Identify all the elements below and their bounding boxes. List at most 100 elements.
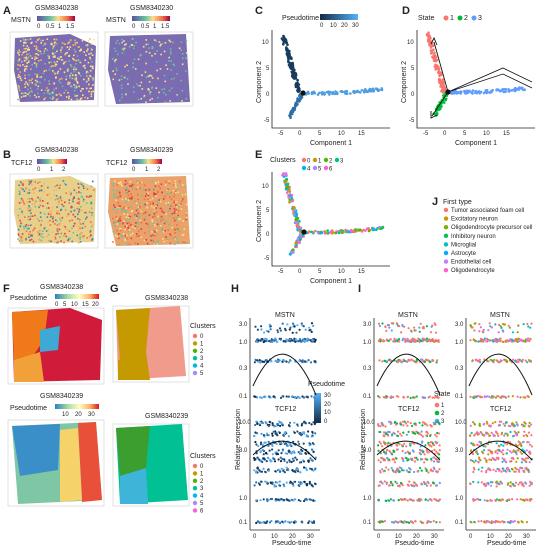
cell-point bbox=[433, 498, 436, 501]
tissue-spot bbox=[30, 180, 33, 182]
cell-point bbox=[292, 470, 295, 473]
tissue-spot bbox=[25, 68, 28, 70]
tissue-spot bbox=[68, 81, 71, 84]
cell-point bbox=[276, 358, 280, 361]
tissue-spot bbox=[50, 213, 52, 216]
cell-point bbox=[382, 450, 386, 454]
cell-point bbox=[469, 339, 472, 342]
tissue-spot bbox=[38, 238, 41, 241]
tissue-spot bbox=[34, 205, 37, 208]
cluster-legend-label: 2 bbox=[329, 159, 333, 165]
cell-point bbox=[509, 425, 512, 428]
cell-point bbox=[295, 458, 298, 461]
cell-point bbox=[294, 82, 298, 85]
tissue-spot bbox=[78, 59, 80, 62]
cell-point bbox=[469, 482, 472, 486]
tissue-spot bbox=[46, 235, 49, 238]
tissue-spot bbox=[158, 41, 161, 43]
tissue-spot bbox=[172, 217, 175, 219]
tissue-spot bbox=[126, 237, 128, 240]
tissue-spot bbox=[40, 89, 43, 91]
panel-C-xtick-2: 5 bbox=[318, 131, 322, 137]
tissue-spot bbox=[73, 189, 76, 192]
tissue-spot bbox=[152, 240, 155, 243]
cell-point bbox=[438, 444, 441, 447]
y-tick-label: 3.0 bbox=[239, 322, 248, 328]
panel-I-legend-1: 1 bbox=[441, 403, 445, 409]
cell-point bbox=[389, 422, 392, 425]
cell-point bbox=[305, 338, 308, 342]
tissue-spot bbox=[173, 243, 176, 246]
tissue-spot bbox=[91, 212, 93, 214]
tissue-spot bbox=[128, 230, 130, 233]
tissue-spot bbox=[136, 221, 138, 224]
cell-point bbox=[307, 230, 311, 233]
tissue-spot bbox=[48, 68, 51, 71]
tissue-spot bbox=[29, 206, 31, 209]
cell-point bbox=[501, 520, 504, 523]
cell-point bbox=[526, 322, 529, 326]
cell-point bbox=[397, 395, 400, 398]
tissue-spot bbox=[59, 197, 62, 200]
tissue-spot bbox=[39, 198, 41, 201]
tissue-spot bbox=[133, 91, 135, 93]
cell-point bbox=[494, 421, 497, 424]
cell-point bbox=[401, 339, 404, 342]
panel-F-top-region-blue bbox=[40, 326, 60, 352]
cell-point bbox=[416, 499, 419, 502]
tissue-spot bbox=[151, 197, 154, 200]
tissue-spot bbox=[60, 199, 63, 202]
cell-point bbox=[382, 440, 385, 443]
tissue-spot bbox=[37, 85, 40, 88]
cell-point bbox=[404, 422, 408, 425]
cell-point bbox=[516, 457, 519, 460]
cell-point bbox=[512, 457, 515, 461]
tissue-spot bbox=[50, 210, 52, 212]
tissue-spot bbox=[121, 38, 123, 41]
tissue-spot bbox=[50, 212, 53, 215]
cluster-legend-dot bbox=[192, 333, 198, 339]
tissue-spot bbox=[168, 188, 170, 191]
tissue-spot bbox=[63, 235, 65, 237]
cell-point bbox=[410, 458, 413, 462]
tissue-spot bbox=[148, 230, 150, 233]
cell-point bbox=[509, 460, 512, 463]
cell-point bbox=[265, 432, 269, 435]
tissue-spot bbox=[119, 195, 122, 198]
y-tick-label: 0.3 bbox=[363, 366, 372, 372]
cell-point bbox=[479, 498, 482, 501]
tissue-spot bbox=[156, 50, 158, 52]
cell-point bbox=[490, 458, 493, 462]
panel-E-xtick-3: 10 bbox=[338, 269, 345, 275]
tissue-spot bbox=[35, 48, 37, 50]
tissue-spot bbox=[59, 68, 62, 70]
tissue-spot bbox=[63, 241, 65, 244]
cell-point bbox=[517, 521, 520, 524]
tissue-spot bbox=[34, 227, 36, 229]
trend-curve-top bbox=[252, 353, 317, 396]
tissue-spot bbox=[86, 45, 89, 47]
cell-point bbox=[385, 432, 388, 435]
panel-A-frame-2 bbox=[104, 31, 194, 107]
cell-point bbox=[402, 358, 405, 361]
tissue-spot bbox=[171, 226, 173, 229]
tissue-spot bbox=[74, 95, 76, 97]
tissue-spot bbox=[22, 201, 25, 203]
cell-point bbox=[279, 329, 282, 332]
tissue-spot bbox=[61, 46, 64, 48]
first-type-legend-label: Endothelial cell bbox=[451, 260, 491, 266]
cell-point bbox=[405, 457, 408, 460]
panel-F-bottom-tick-2: 30 bbox=[88, 412, 95, 418]
cell-point bbox=[511, 331, 515, 334]
tissue-spot bbox=[69, 39, 72, 42]
tissue-spot bbox=[88, 211, 91, 213]
cell-point bbox=[525, 457, 528, 460]
cell-point bbox=[406, 499, 409, 502]
panel-D-legend-dot-2 bbox=[457, 15, 463, 21]
cluster-legend-dot bbox=[301, 157, 307, 163]
panel-I-legend-label: State bbox=[434, 391, 450, 398]
cell-point bbox=[434, 68, 437, 71]
tissue-spot bbox=[167, 210, 170, 212]
cell-point bbox=[420, 469, 423, 472]
